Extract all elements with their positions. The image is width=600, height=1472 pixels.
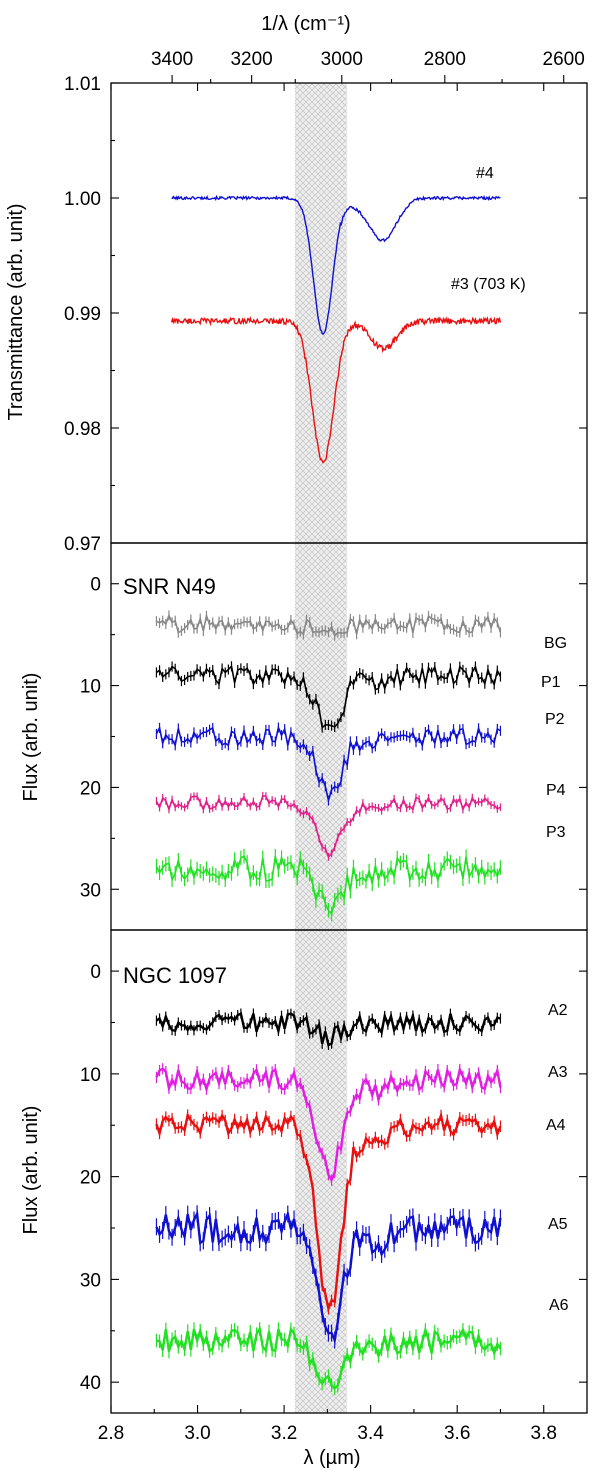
y-tick-label: 20 xyxy=(80,778,101,799)
y-tick-label: 40 xyxy=(80,1373,101,1394)
series-errorbars-p4 xyxy=(155,791,502,861)
series-label-a6: A6 xyxy=(549,1297,569,1314)
y-tick-label: 0.99 xyxy=(64,304,101,325)
series-line--3-703-k- xyxy=(170,315,502,464)
y-tick-label: 30 xyxy=(80,1270,101,1291)
x-tick-label: 2.8 xyxy=(98,1423,124,1444)
middle-flux-axis-title: Flux (arb. unit) xyxy=(20,673,42,802)
series-label-a3: A3 xyxy=(548,1064,568,1081)
ngc1097-series-group xyxy=(155,1008,502,1396)
y-tick-label: 20 xyxy=(80,1168,101,1189)
series-label-a5: A5 xyxy=(548,1216,568,1233)
series-labels: #4 #3 (703 K) BG P1 P2 P4 P3 A2 A3 A4 A5… xyxy=(451,165,569,1314)
y-tick-label: 30 xyxy=(80,880,101,901)
series-label-a4: A4 xyxy=(546,1117,566,1134)
series-label-p2: P2 xyxy=(545,711,565,728)
y-tick-label: 0.98 xyxy=(64,419,101,440)
absorption-band-highlight xyxy=(294,83,347,1413)
panel-frame-2 xyxy=(110,542,588,931)
x-tick-label: 3.2 xyxy=(271,1423,297,1444)
series-label-p4: P4 xyxy=(546,782,566,799)
top-tick-label: 3400 xyxy=(151,49,193,70)
series-line--4 xyxy=(171,194,501,335)
x-axis-title: λ (µm) xyxy=(303,1447,360,1469)
snr-n49-title: SNR N49 xyxy=(123,574,216,599)
x-tick-label: 3.8 xyxy=(531,1423,557,1444)
x-tick-label: 3.4 xyxy=(357,1423,384,1444)
y-tick-label: 0.97 xyxy=(64,534,101,555)
series-label-bg: BG xyxy=(544,635,567,652)
ngc1097-title: NGC 1097 xyxy=(123,963,227,988)
series-label-4: #4 xyxy=(476,165,494,182)
y-tick-label: 10 xyxy=(80,677,101,698)
transmittance-series-group xyxy=(170,194,502,464)
bottom-flux-axis-title: Flux (arb. unit) xyxy=(20,1106,42,1235)
series-errorbars-a3 xyxy=(155,1063,502,1186)
series-errorbars-p1 xyxy=(155,661,502,733)
series-label-p1: P1 xyxy=(541,674,561,691)
y-tick-label: 0 xyxy=(90,575,101,596)
series-errorbars-p3 xyxy=(155,848,502,922)
series-errorbars-p2 xyxy=(155,722,502,806)
series-errorbars-a2 xyxy=(155,1008,502,1051)
x-tick-label: 3.6 xyxy=(444,1423,470,1444)
y-tick-label: 1.01 xyxy=(64,74,101,95)
series-errorbars-a4 xyxy=(155,1109,502,1315)
top-axis-title: 1/λ (cm⁻¹) xyxy=(261,13,350,35)
y-tick-label: 10 xyxy=(80,1065,101,1086)
top-tick-label: 3000 xyxy=(321,49,363,70)
y-tick-label: 0 xyxy=(90,962,101,983)
panel-frame-1 xyxy=(110,82,588,544)
series-errorbars-a6 xyxy=(155,1322,502,1396)
top-tick-label: 2600 xyxy=(543,49,585,70)
panel-frame-3 xyxy=(110,929,588,1414)
transmittance-axis-title: Transmittance (arb. unit) xyxy=(5,203,27,420)
top-tick-label: 2800 xyxy=(424,49,466,70)
series-errorbars-bg xyxy=(155,610,502,641)
top-tick-label: 3200 xyxy=(230,49,272,70)
snr-n49-series-group xyxy=(155,610,502,922)
series-label-p3: P3 xyxy=(546,824,566,841)
series-label-a2: A2 xyxy=(548,1002,568,1019)
x-tick-label: 3.0 xyxy=(184,1423,210,1444)
series-errorbars-a5 xyxy=(155,1205,502,1349)
series-label-3: #3 (703 K) xyxy=(451,276,526,293)
y-tick-label: 1.00 xyxy=(64,189,101,210)
